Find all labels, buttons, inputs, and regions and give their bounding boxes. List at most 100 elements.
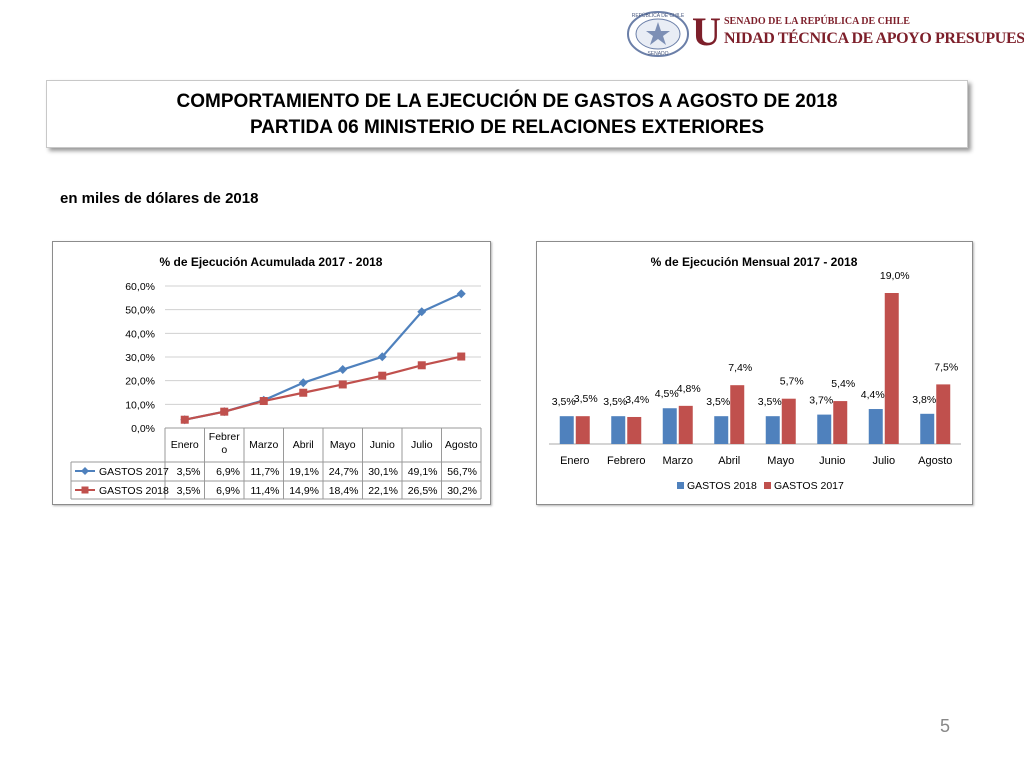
y-tick-label: 10,0% [125, 399, 155, 411]
data-point [417, 361, 426, 370]
bar-gastos-2018 [662, 408, 677, 444]
table-value: 3,5% [177, 466, 201, 478]
table-value: 11,7% [251, 466, 280, 478]
x-tick-label: Enero [171, 439, 199, 451]
table-value: 6,9% [216, 466, 240, 478]
data-point [180, 415, 189, 424]
x-tick-label: Agosto [918, 455, 952, 467]
legend-swatch [764, 482, 771, 489]
senate-logo: REPÚBLICA DE CHILE SENADO U SENADO DE LA… [626, 9, 1024, 58]
legend-swatch [677, 482, 684, 489]
legend-marker [81, 467, 89, 475]
seal-text-top: REPÚBLICA DE CHILE [632, 12, 685, 19]
data-point [338, 365, 348, 375]
y-tick-label: 30,0% [125, 352, 155, 364]
data-point [377, 352, 387, 362]
x-tick-label: Mayo [767, 455, 794, 467]
bar-gastos-2017 [936, 384, 951, 444]
legend-label: GASTOS 2018 [687, 480, 757, 492]
x-tick-label: Mayo [330, 439, 356, 451]
data-label: 3,5% [574, 393, 598, 405]
table-value: 30,1% [368, 466, 398, 478]
data-point [417, 307, 427, 317]
x-tick-label: o [221, 444, 227, 456]
table-value: 24,7% [329, 466, 359, 478]
bar-gastos-2017 [730, 385, 745, 444]
data-label: 5,4% [831, 378, 855, 390]
bar-gastos-2017 [884, 293, 899, 444]
bar-gastos-2017 [678, 405, 693, 444]
x-tick-label: Agosto [445, 439, 478, 451]
cumulative-chart-panel: % de Ejecución Acumulada 2017 - 2018 0,0%… [52, 241, 491, 505]
y-tick-label: 40,0% [125, 328, 155, 340]
table-value: 11,4% [251, 485, 280, 497]
chart-title: % de Ejecución Mensual 2017 - 2018 [651, 255, 858, 269]
bar-gastos-2018 [817, 414, 832, 444]
data-label: 5,7% [780, 376, 804, 388]
x-tick-label: Julio [872, 455, 895, 467]
data-point [457, 352, 466, 361]
data-label: 4,8% [677, 383, 701, 395]
chart-title: % de Ejecución Acumulada 2017 - 2018 [160, 255, 383, 269]
data-point [299, 388, 308, 397]
units-subtitle: en miles de dólares de 2018 [60, 190, 259, 207]
data-point [378, 371, 387, 380]
y-tick-label: 20,0% [125, 376, 155, 388]
bar-gastos-2018 [920, 413, 935, 444]
data-label: 3,5% [552, 396, 576, 408]
legend-label: GASTOS 2018 [99, 485, 169, 497]
table-value: 56,7% [447, 466, 477, 478]
title-box: COMPORTAMIENTO DE LA EJECUCIÓN DE GASTOS… [46, 80, 968, 148]
data-label: 3,7% [809, 395, 833, 407]
bar-gastos-2018 [611, 416, 626, 444]
x-tick-label: Julio [411, 439, 433, 451]
logo-senate-name: SENADO DE LA REPÚBLICA DE CHILE [724, 16, 910, 27]
table-value: 19,1% [289, 466, 319, 478]
data-point [259, 397, 268, 406]
table-value: 26,5% [408, 485, 438, 497]
data-point [298, 378, 308, 388]
data-label: 3,8% [912, 394, 936, 406]
data-label: 7,5% [934, 361, 958, 373]
x-tick-label: Junio [370, 439, 395, 451]
y-tick-label: 50,0% [125, 305, 155, 317]
legend-label: GASTOS 2017 [99, 466, 169, 478]
data-point [456, 289, 466, 299]
legend-marker [81, 486, 89, 494]
bar-gastos-2018 [714, 416, 729, 444]
data-label: 3,5% [603, 396, 627, 408]
table-value: 18,4% [329, 485, 359, 497]
x-tick-label: Febrer [209, 431, 240, 443]
legend-label: GASTOS 2017 [774, 480, 844, 492]
data-label: 3,5% [706, 396, 730, 408]
bar-gastos-2018 [868, 409, 883, 444]
x-tick-label: Marzo [249, 439, 278, 451]
data-label: 7,4% [728, 362, 752, 374]
senate-seal-icon: REPÚBLICA DE CHILE SENADO [627, 11, 689, 57]
table-value: 6,9% [216, 485, 240, 497]
data-label: 19,0% [880, 270, 910, 282]
page-title-line2: PARTIDA 06 MINISTERIO DE RELACIONES EXTE… [249, 117, 765, 138]
bar-gastos-2018 [559, 416, 574, 444]
data-point [338, 380, 347, 389]
table-value: 30,2% [447, 485, 477, 497]
page-number: 5 [940, 716, 951, 736]
data-point [220, 407, 229, 416]
data-label: 3,4% [625, 394, 649, 406]
bar-gastos-2017 [833, 401, 848, 444]
data-label: 4,5% [655, 388, 679, 400]
x-tick-label: Enero [560, 455, 589, 467]
series-line-gastos-2018 [184, 355, 462, 421]
x-tick-label: Abril [718, 455, 740, 467]
page-title-line1: COMPORTAMIENTO DE LA EJECUCIÓN DE GASTOS… [176, 91, 838, 112]
logo-big-letter: U [692, 9, 721, 54]
monthly-chart-panel: % de Ejecución Mensual 2017 - 2018 3,5% 3,… [536, 241, 973, 505]
cumulative-line-chart: % de Ejecución Acumulada 2017 - 2018 0,0%… [70, 255, 482, 500]
y-tick-label: 60,0% [125, 281, 155, 293]
bar-gastos-2017 [781, 398, 796, 444]
x-tick-label: Junio [819, 455, 845, 467]
table-value: 14,9% [289, 485, 319, 497]
table-value: 49,1% [408, 466, 438, 478]
table-value: 22,1% [368, 485, 398, 497]
